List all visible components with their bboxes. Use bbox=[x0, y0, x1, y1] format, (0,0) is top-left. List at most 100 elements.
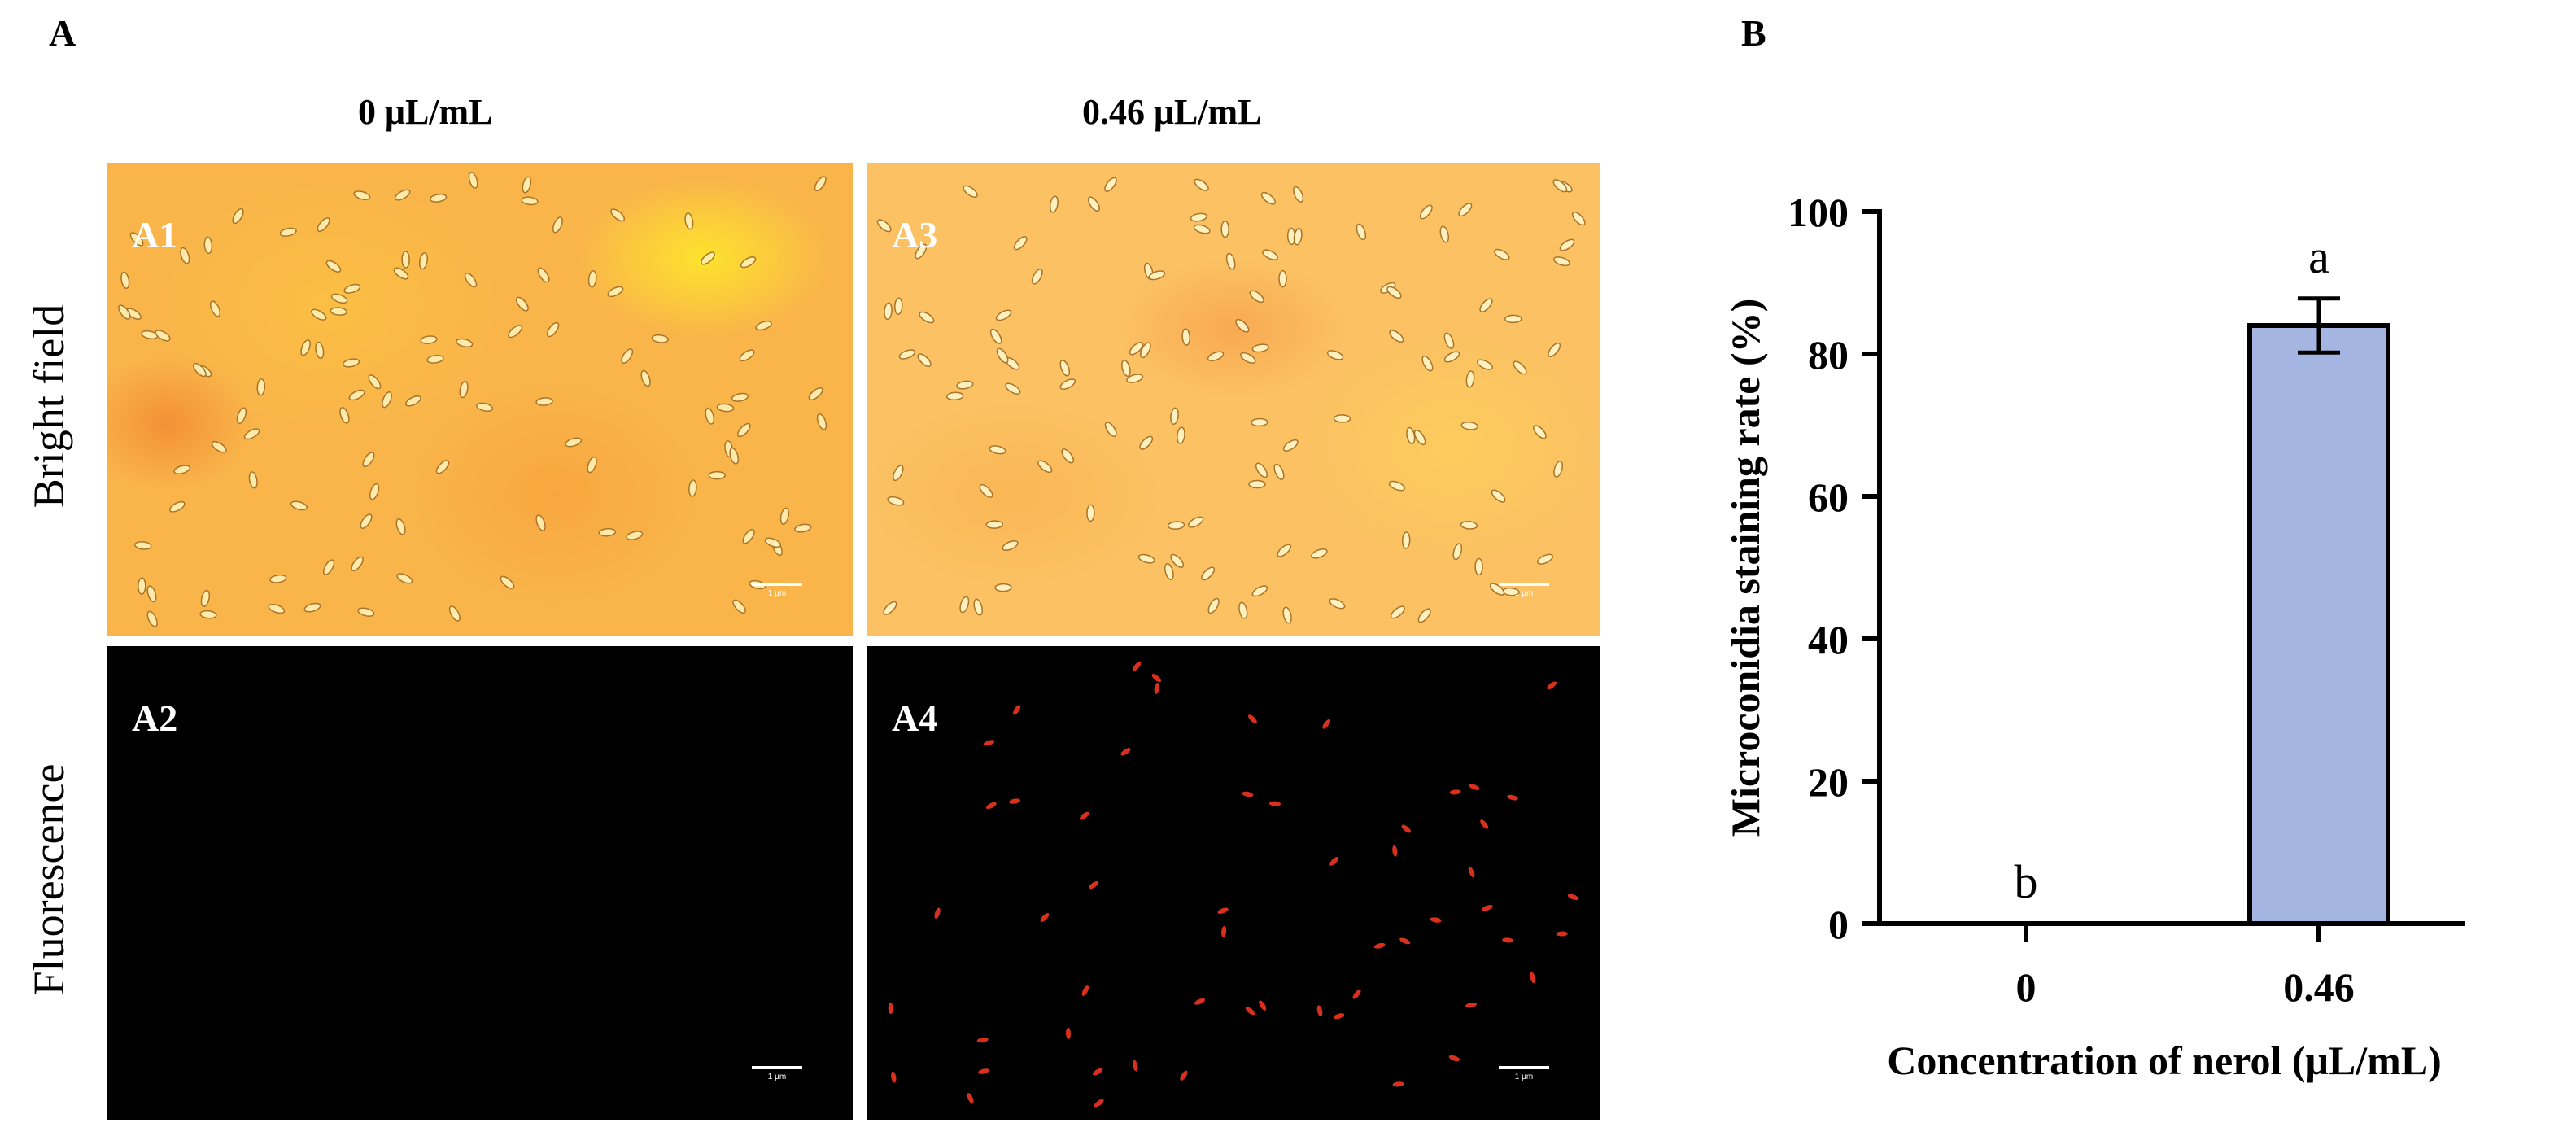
microconidium bbox=[1251, 343, 1269, 353]
microconidium bbox=[742, 528, 755, 544]
scale-bar: 1 μm bbox=[752, 583, 802, 607]
microconidium bbox=[598, 527, 617, 537]
microconidium bbox=[1553, 256, 1570, 267]
microconidium bbox=[985, 802, 997, 810]
microconidium bbox=[325, 260, 342, 273]
microconidium bbox=[464, 272, 478, 288]
microconidia-cells bbox=[118, 171, 827, 627]
microconidia-cells bbox=[888, 662, 1579, 1108]
microconidium bbox=[1443, 332, 1455, 349]
microconidium bbox=[420, 335, 438, 344]
microconidium bbox=[1513, 360, 1527, 375]
microconidium bbox=[396, 573, 413, 584]
microconidium bbox=[1311, 548, 1328, 559]
microconidium bbox=[343, 283, 361, 294]
microconidium bbox=[731, 392, 749, 402]
microconidium bbox=[1449, 789, 1461, 795]
microconidium bbox=[1356, 223, 1367, 241]
scale-bar: 1 μm bbox=[1499, 1066, 1549, 1090]
microconidium bbox=[1245, 1007, 1255, 1016]
microconidium bbox=[1532, 425, 1547, 439]
microconidium bbox=[1293, 186, 1304, 203]
microconidium bbox=[959, 596, 970, 614]
microconidium bbox=[919, 311, 935, 324]
staining-rate-bar-chart: 0 20 40 60 80 100 b a 0 0.46 Microconidia stain… bbox=[1722, 190, 2465, 1083]
microconidium bbox=[1148, 270, 1166, 281]
microconidium bbox=[1207, 597, 1220, 614]
microconidium bbox=[546, 321, 560, 338]
microconidium bbox=[535, 514, 546, 531]
microconidium bbox=[1468, 867, 1475, 878]
panel-b-letter: B bbox=[1741, 12, 1766, 54]
microconidium bbox=[330, 307, 348, 316]
microconidium bbox=[1465, 370, 1475, 388]
microconidium bbox=[448, 605, 461, 622]
microconidium bbox=[368, 374, 382, 390]
microconidium bbox=[118, 304, 131, 320]
microconidium bbox=[1037, 460, 1053, 474]
microconidium bbox=[737, 422, 751, 438]
error-bar bbox=[2298, 296, 2340, 355]
microconidium bbox=[708, 470, 726, 480]
microconidium bbox=[1352, 990, 1361, 999]
microconidium bbox=[1480, 819, 1489, 829]
image-tag: A4 bbox=[892, 697, 938, 739]
microconidium bbox=[256, 378, 266, 396]
microconidium bbox=[360, 513, 373, 529]
microconidium bbox=[211, 440, 227, 453]
microconidium bbox=[945, 391, 964, 401]
microconidium bbox=[1482, 904, 1493, 911]
microconidium bbox=[1389, 330, 1404, 343]
microconidium bbox=[983, 740, 995, 746]
microconidium bbox=[1094, 1099, 1104, 1108]
image-tag: A1 bbox=[132, 214, 178, 256]
y-tick-label: 0 bbox=[1828, 902, 1849, 947]
microconidium bbox=[1081, 985, 1089, 996]
microconidium bbox=[1479, 298, 1493, 312]
microconidium bbox=[1093, 1068, 1103, 1076]
microconidium bbox=[610, 208, 626, 222]
microconidium bbox=[1248, 714, 1257, 723]
microconidium bbox=[1059, 360, 1071, 377]
microconidium bbox=[1005, 382, 1021, 395]
x-tick-label: 0.46 bbox=[2283, 964, 2355, 1010]
microconidium bbox=[1013, 705, 1021, 715]
microconidium bbox=[967, 1093, 974, 1104]
microconidium bbox=[1139, 435, 1154, 450]
microconidium bbox=[323, 559, 335, 575]
microconidium bbox=[1002, 540, 1019, 551]
microconidium bbox=[607, 286, 624, 298]
scale-bar-label: 1 μm bbox=[1514, 589, 1534, 598]
microconidium bbox=[1282, 439, 1299, 452]
scale-bar-label: 1 μm bbox=[767, 1073, 787, 1081]
microconidium bbox=[405, 395, 421, 407]
microconidium bbox=[1469, 784, 1480, 790]
microconidium bbox=[236, 407, 247, 424]
microconidium bbox=[279, 227, 297, 237]
microconidium bbox=[1401, 824, 1412, 833]
microconidium bbox=[429, 193, 448, 203]
microconidium bbox=[996, 347, 1009, 364]
microconidium bbox=[888, 1003, 893, 1015]
microconidium bbox=[268, 603, 286, 614]
microconidium bbox=[1059, 378, 1076, 391]
microconidium bbox=[1251, 585, 1268, 597]
microconidium bbox=[1494, 248, 1510, 260]
microconidium bbox=[1293, 228, 1303, 246]
microconidium bbox=[1413, 429, 1426, 446]
microconidium bbox=[1502, 937, 1514, 943]
micrograph-a2-fluorescence: A2 1 μm bbox=[107, 646, 853, 1120]
microconidium bbox=[426, 354, 444, 364]
microconidium bbox=[729, 447, 740, 465]
microconidium bbox=[1507, 794, 1518, 801]
microconidium bbox=[1201, 566, 1216, 581]
microconidium bbox=[552, 216, 563, 234]
microconidium bbox=[1421, 355, 1434, 372]
microconidium bbox=[1269, 801, 1281, 806]
microconidium bbox=[1273, 463, 1285, 480]
microconidium bbox=[1373, 942, 1386, 949]
microconidium bbox=[394, 189, 411, 201]
microconidium bbox=[1530, 972, 1536, 984]
microconidium bbox=[357, 607, 375, 617]
scale-bar: 1 μm bbox=[1499, 583, 1549, 607]
